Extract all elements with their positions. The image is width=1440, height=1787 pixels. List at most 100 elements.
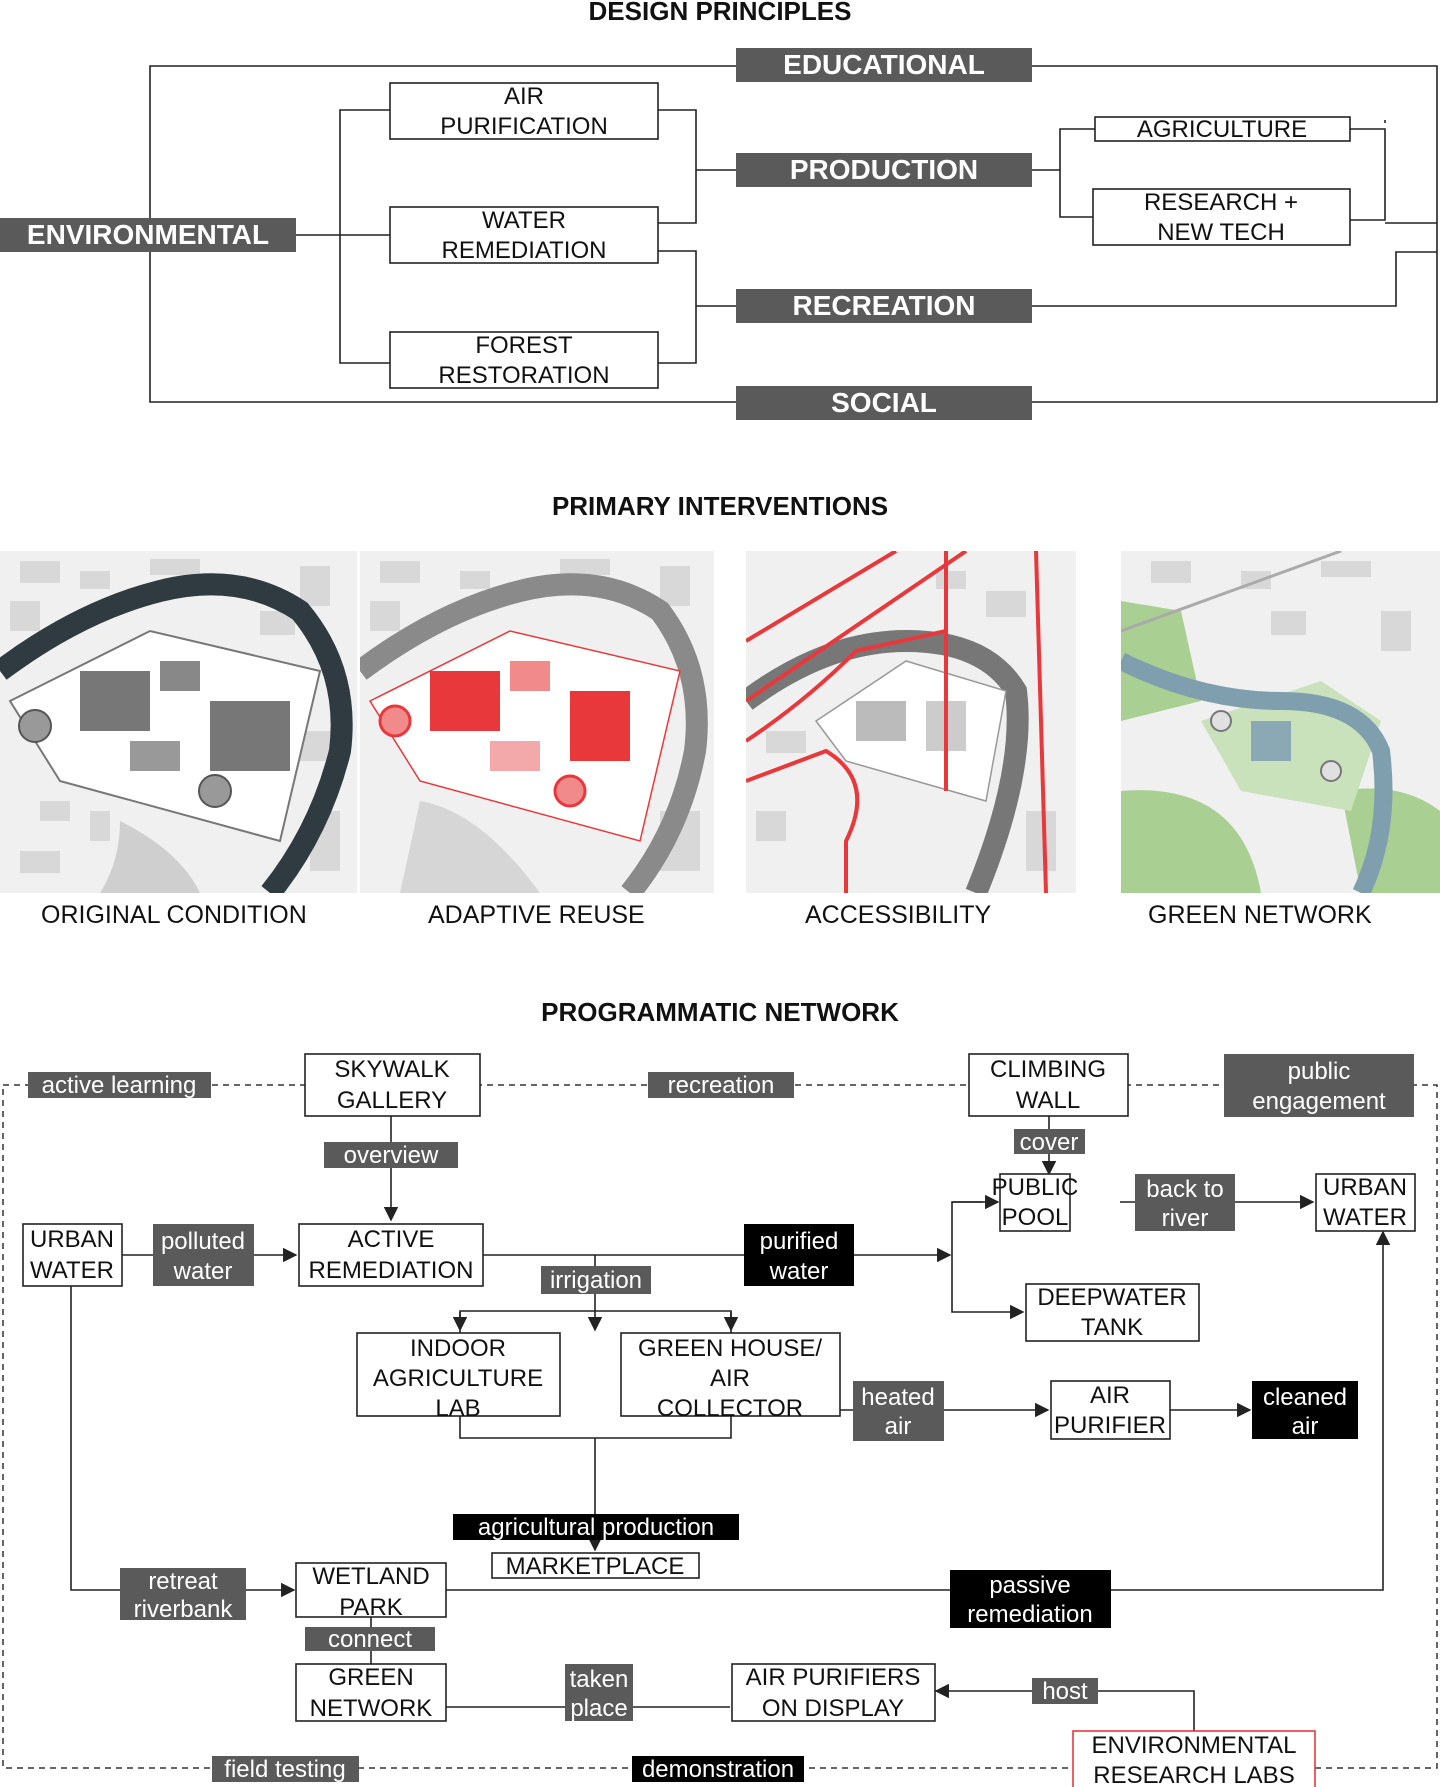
svg-text:PUBLIC: PUBLIC bbox=[992, 1174, 1079, 1201]
research-node: RESEARCH + NEW TECH bbox=[1092, 188, 1351, 246]
map-original-condition bbox=[0, 551, 357, 893]
svg-text:WATER: WATER bbox=[1323, 1204, 1407, 1231]
svg-text:place: place bbox=[570, 1695, 627, 1722]
svg-text:overview: overview bbox=[344, 1142, 439, 1169]
svg-text:cover: cover bbox=[1020, 1129, 1079, 1156]
svg-text:TANK: TANK bbox=[1081, 1314, 1143, 1341]
svg-text:field testing: field testing bbox=[224, 1756, 345, 1783]
svg-text:GREEN: GREEN bbox=[328, 1664, 413, 1691]
design-principles-heading: DESIGN PRINCIPLES bbox=[588, 0, 852, 26]
svg-text:heated: heated bbox=[861, 1384, 934, 1411]
svg-text:AGRICULTURE: AGRICULTURE bbox=[1137, 116, 1307, 143]
svg-text:WATER: WATER bbox=[30, 1257, 114, 1284]
recreation-label: recreation bbox=[648, 1072, 794, 1099]
active-learning-label: active learning bbox=[28, 1072, 211, 1099]
svg-text:recreation: recreation bbox=[668, 1072, 775, 1099]
svg-text:CLIMBING: CLIMBING bbox=[990, 1056, 1106, 1083]
back-to-river-label: back to river bbox=[1135, 1174, 1235, 1232]
wetland-park-box: WETLAND PARK bbox=[295, 1562, 447, 1621]
svg-text:public: public bbox=[1288, 1058, 1351, 1085]
svg-text:taken: taken bbox=[570, 1666, 629, 1693]
svg-text:remediation: remediation bbox=[967, 1601, 1092, 1628]
social-node: SOCIAL bbox=[736, 386, 1032, 420]
map-label-accessibility: ACCESSIBILITY bbox=[805, 901, 992, 929]
map-green-network bbox=[1121, 551, 1440, 893]
svg-text:passive: passive bbox=[989, 1572, 1070, 1599]
svg-text:EDUCATIONAL: EDUCATIONAL bbox=[783, 49, 985, 80]
agricultural-production-label: agricultural production bbox=[453, 1514, 739, 1541]
svg-text:connect: connect bbox=[328, 1626, 412, 1653]
recreation-node: RECREATION bbox=[736, 289, 1032, 323]
svg-text:water: water bbox=[173, 1258, 233, 1285]
svg-text:air: air bbox=[885, 1413, 912, 1440]
svg-text:AIR: AIR bbox=[710, 1365, 750, 1392]
svg-text:POOL: POOL bbox=[1002, 1204, 1069, 1231]
environmental-node: ENVIRONMENTAL bbox=[0, 218, 296, 252]
deepwater-tank-box: DEEPWATER TANK bbox=[1025, 1283, 1200, 1342]
svg-text:NEW TECH: NEW TECH bbox=[1157, 219, 1285, 246]
svg-text:ENVIRONMENTAL: ENVIRONMENTAL bbox=[1092, 1732, 1297, 1759]
principles-connectors bbox=[149, 65, 1438, 403]
svg-text:air: air bbox=[1292, 1413, 1319, 1440]
svg-text:PRODUCTION: PRODUCTION bbox=[790, 154, 978, 185]
air-purifier-box: AIR PURIFIER bbox=[1050, 1380, 1171, 1440]
svg-text:GREEN HOUSE/: GREEN HOUSE/ bbox=[638, 1335, 822, 1362]
polluted-water-label: polluted water bbox=[153, 1224, 254, 1286]
svg-text:WETLAND: WETLAND bbox=[312, 1563, 429, 1590]
field-testing-label: field testing bbox=[212, 1756, 359, 1783]
svg-text:AIR: AIR bbox=[1090, 1382, 1130, 1409]
public-engagement-label: public engagement bbox=[1224, 1054, 1414, 1117]
svg-text:back to: back to bbox=[1146, 1176, 1223, 1203]
svg-text:RESEARCH +: RESEARCH + bbox=[1144, 189, 1298, 216]
irrigation-label: irrigation bbox=[541, 1266, 651, 1294]
air-purification-node: AIR PURIFICATION bbox=[389, 82, 659, 140]
purified-water-label: purified water bbox=[744, 1224, 854, 1286]
map-label-original: ORIGINAL CONDITION bbox=[41, 901, 307, 929]
air-purifiers-on-display-box: AIR PURIFIERS ON DISPLAY bbox=[731, 1663, 936, 1722]
svg-text:riverbank: riverbank bbox=[134, 1596, 234, 1623]
heated-air-label: heated air bbox=[853, 1381, 944, 1441]
svg-text:demonstration: demonstration bbox=[642, 1756, 794, 1783]
svg-text:host: host bbox=[1042, 1678, 1088, 1705]
svg-text:ON DISPLAY: ON DISPLAY bbox=[762, 1695, 904, 1722]
overview-label: overview bbox=[324, 1142, 458, 1169]
agriculture-node: AGRICULTURE bbox=[1094, 116, 1351, 143]
forest-restoration-node: FOREST RESTORATION bbox=[389, 331, 659, 389]
svg-text:engagement: engagement bbox=[1252, 1088, 1386, 1115]
active-remediation-box: ACTIVE REMEDIATION bbox=[298, 1223, 484, 1287]
urban-water-right-box: URBAN WATER bbox=[1315, 1173, 1416, 1232]
svg-text:PURIFIER: PURIFIER bbox=[1054, 1412, 1166, 1439]
svg-text:URBAN: URBAN bbox=[30, 1226, 114, 1253]
svg-text:PURIFICATION: PURIFICATION bbox=[440, 113, 608, 140]
water-remediation-node: WATER REMEDIATION bbox=[389, 206, 659, 264]
demonstration-label: demonstration bbox=[632, 1756, 804, 1783]
svg-text:WALL: WALL bbox=[1016, 1087, 1080, 1114]
svg-text:river: river bbox=[1162, 1205, 1209, 1232]
skywalk-gallery-box: SKYWALK GALLERY bbox=[304, 1053, 481, 1117]
svg-text:MARKETPLACE: MARKETPLACE bbox=[506, 1553, 685, 1580]
svg-text:DEEPWATER: DEEPWATER bbox=[1037, 1284, 1186, 1311]
educational-node: EDUCATIONAL bbox=[736, 48, 1032, 82]
svg-text:retreat: retreat bbox=[148, 1568, 218, 1595]
svg-text:RESTORATION: RESTORATION bbox=[438, 362, 609, 389]
taken-place-label: taken place bbox=[565, 1664, 633, 1722]
svg-text:INDOOR: INDOOR bbox=[410, 1335, 506, 1362]
svg-text:SOCIAL: SOCIAL bbox=[831, 387, 937, 418]
programmatic-network-heading: PROGRAMMATIC NETWORK bbox=[541, 997, 899, 1027]
svg-text:LAB: LAB bbox=[435, 1395, 480, 1422]
svg-text:GALLERY: GALLERY bbox=[337, 1087, 447, 1114]
svg-text:AGRICULTURE: AGRICULTURE bbox=[373, 1365, 543, 1392]
svg-text:COLLECTOR: COLLECTOR bbox=[657, 1395, 803, 1422]
production-node: PRODUCTION bbox=[736, 153, 1032, 187]
svg-text:ENVIRONMENTAL: ENVIRONMENTAL bbox=[27, 219, 269, 250]
environmental-research-labs-box: ENVIRONMENTAL RESEARCH LABS bbox=[1072, 1730, 1316, 1787]
marketplace-box: MARKETPLACE bbox=[491, 1552, 700, 1580]
svg-text:irrigation: irrigation bbox=[550, 1267, 642, 1294]
climbing-wall-box: CLIMBING WALL bbox=[968, 1053, 1129, 1117]
map-accessibility bbox=[746, 551, 1076, 893]
svg-text:AIR PURIFIERS: AIR PURIFIERS bbox=[746, 1664, 921, 1691]
svg-text:agricultural production: agricultural production bbox=[478, 1514, 714, 1541]
svg-text:WATER: WATER bbox=[482, 207, 566, 234]
svg-text:active learning: active learning bbox=[42, 1072, 197, 1099]
primary-interventions-heading: PRIMARY INTERVENTIONS bbox=[551, 491, 889, 521]
